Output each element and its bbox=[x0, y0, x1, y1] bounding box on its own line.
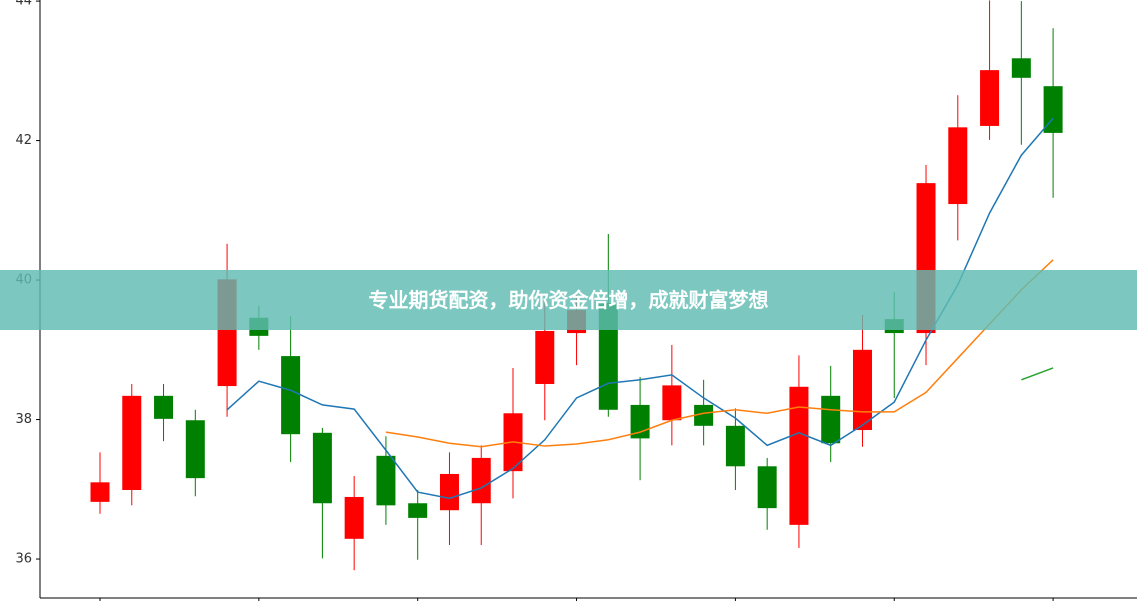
candle-body bbox=[122, 395, 142, 490]
candle-body bbox=[1043, 86, 1063, 133]
candle-body bbox=[439, 473, 459, 511]
candle-body bbox=[694, 404, 714, 426]
candle-body bbox=[154, 395, 174, 419]
candle-body bbox=[471, 457, 491, 504]
y-tick-label: 36 bbox=[15, 552, 32, 567]
candle-body bbox=[789, 386, 809, 525]
y-tick-label: 38 bbox=[15, 412, 32, 427]
candle-body bbox=[281, 356, 301, 435]
ma-line bbox=[385, 259, 1054, 448]
candle-body bbox=[757, 466, 777, 509]
candle-body bbox=[1011, 58, 1031, 78]
candle-body bbox=[185, 420, 205, 479]
y-tick-label: 42 bbox=[15, 133, 32, 148]
y-tick-label: 44 bbox=[15, 0, 32, 9]
candle-body bbox=[948, 127, 968, 205]
candle-body bbox=[90, 482, 110, 502]
candle-body bbox=[852, 349, 872, 431]
candle-body bbox=[821, 395, 841, 444]
candle-body bbox=[408, 503, 428, 518]
ma-line bbox=[1021, 367, 1054, 381]
candle-body bbox=[344, 496, 364, 539]
candle-body bbox=[376, 455, 396, 506]
ma-line bbox=[226, 117, 1054, 500]
candle-body bbox=[725, 425, 745, 467]
candle-body bbox=[312, 432, 332, 504]
banner: 专业期货配资，助你资金倍增，成就财富梦想 bbox=[0, 270, 1137, 330]
candle-body bbox=[535, 330, 555, 384]
candle-body bbox=[662, 385, 682, 421]
candle-body bbox=[980, 70, 1000, 126]
